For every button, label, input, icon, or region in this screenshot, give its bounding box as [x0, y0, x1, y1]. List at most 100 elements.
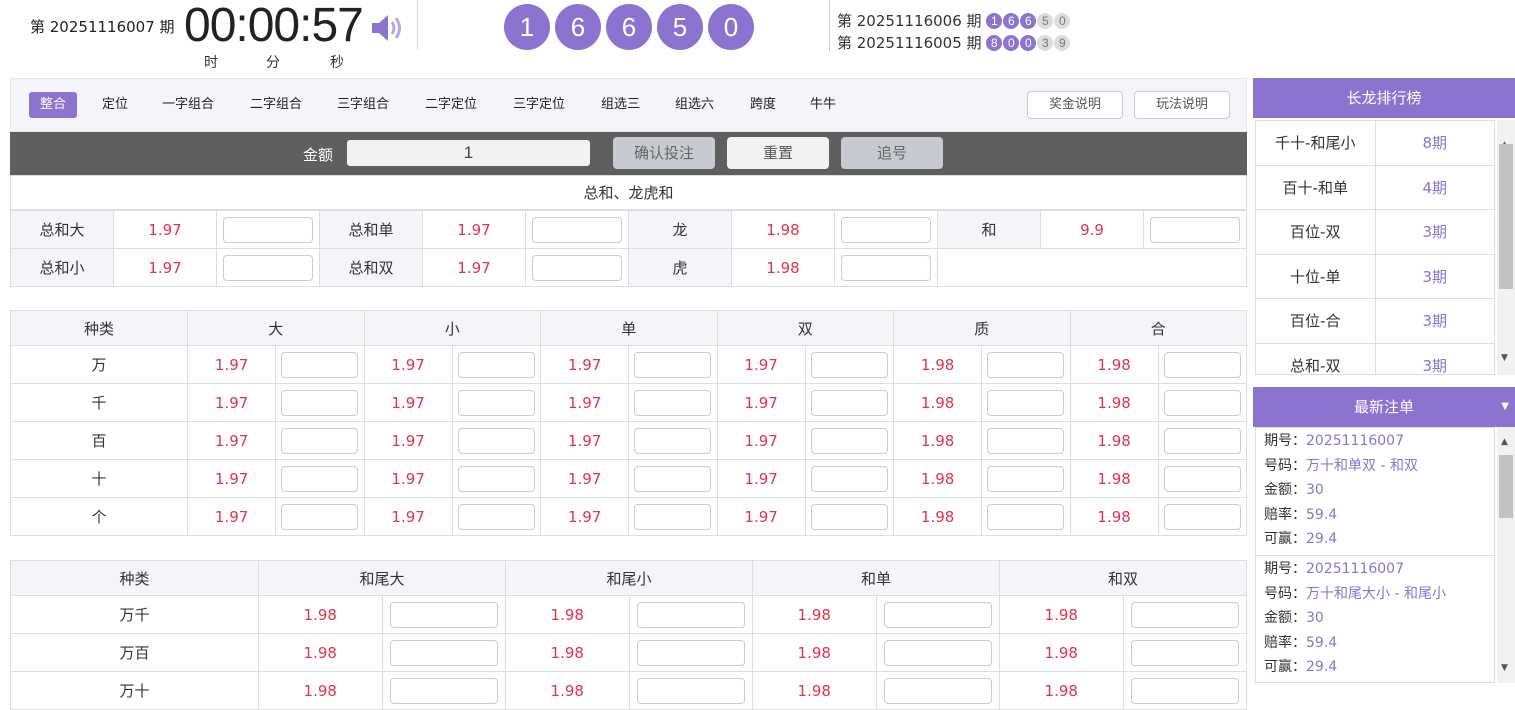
bet-input[interactable] [457, 389, 535, 416]
bet-input[interactable] [810, 389, 888, 416]
bet-input[interactable] [281, 427, 359, 454]
order-field-value: 29.4 [1306, 659, 1338, 676]
unit-second: 秒 [330, 55, 344, 71]
dragon-scrollbar[interactable]: ▲ ▼ [1497, 120, 1515, 375]
bet-input[interactable] [634, 465, 712, 492]
unit-minute: 分 [266, 55, 280, 71]
tab-8[interactable]: 组选六 [675, 97, 715, 112]
bet-input[interactable] [634, 389, 712, 416]
tab-10[interactable]: 牛牛 [810, 97, 837, 112]
bet-input[interactable] [281, 503, 359, 530]
bet-input[interactable] [457, 427, 535, 454]
scroll-down-icon[interactable]: ▼ [1501, 663, 1508, 673]
chase-button[interactable]: 追号 [841, 137, 943, 169]
bet-input[interactable] [389, 639, 498, 666]
bet-input[interactable] [1163, 351, 1241, 378]
prize-info-button[interactable]: 奖金说明 [1027, 91, 1123, 119]
bet-input[interactable] [634, 427, 712, 454]
bet-input[interactable] [987, 427, 1065, 454]
speaker-icon[interactable] [370, 12, 406, 48]
bet-input[interactable] [223, 254, 313, 281]
bet-input[interactable] [810, 503, 888, 530]
bet-input[interactable] [1130, 677, 1239, 704]
bet-input[interactable] [636, 677, 745, 704]
order-field-label: 期号： [1264, 561, 1306, 577]
bet-input[interactable] [987, 465, 1065, 492]
table-row: 个 1.97 1.97 1.97 1.97 1.98 1.98 [10, 497, 1248, 536]
bet-input[interactable] [810, 465, 888, 492]
tab-9[interactable]: 跨度 [750, 97, 777, 112]
bet-input[interactable] [1163, 503, 1241, 530]
row-label: 万十 [10, 671, 259, 710]
order-field-label: 期号： [1264, 433, 1306, 449]
tab-2[interactable]: 一字组合 [162, 97, 215, 112]
odds: 1.98 [892, 383, 983, 422]
bet-input[interactable] [841, 254, 931, 281]
bet-input[interactable] [1150, 216, 1240, 243]
bet-input[interactable] [457, 351, 535, 378]
bet-input[interactable] [810, 351, 888, 378]
odds: 1.98 [752, 633, 877, 672]
tab-1[interactable]: 定位 [102, 97, 129, 112]
bet-input[interactable] [223, 216, 313, 243]
bet-input[interactable] [987, 351, 1065, 378]
bet-input[interactable] [987, 503, 1065, 530]
bet-input[interactable] [457, 503, 535, 530]
amount-input[interactable] [347, 140, 590, 166]
bet-input[interactable] [634, 503, 712, 530]
column-header: 大 [187, 310, 365, 346]
order-field-label: 号码： [1264, 585, 1306, 602]
bet-input[interactable] [1163, 427, 1241, 454]
tab-3[interactable]: 二字组合 [250, 97, 303, 112]
bet-input[interactable] [389, 601, 498, 628]
row-label: 百 [10, 421, 188, 460]
tab-6[interactable]: 三字定位 [513, 97, 566, 112]
history-ball: 6 [1003, 13, 1020, 29]
bet-input[interactable] [810, 427, 888, 454]
bet-input[interactable] [281, 465, 359, 492]
bet-input[interactable] [841, 216, 931, 243]
bet-input[interactable] [457, 465, 535, 492]
bet-input[interactable] [281, 351, 359, 378]
divider [417, 0, 418, 50]
bet-input[interactable] [883, 677, 992, 704]
bet-input[interactable] [1163, 389, 1241, 416]
tab-7[interactable]: 组选三 [601, 97, 641, 112]
bet-input[interactable] [532, 254, 622, 281]
tab-5[interactable]: 二字定位 [425, 97, 478, 112]
bet-input[interactable] [281, 389, 359, 416]
bet-input[interactable] [636, 639, 745, 666]
order-field: 金额：30 [1264, 606, 1486, 631]
bet-input[interactable] [636, 601, 745, 628]
odds: 1.98 [1069, 345, 1159, 384]
bet-input[interactable] [389, 677, 498, 704]
caret-down-icon[interactable]: ▼ [1501, 401, 1509, 412]
odds: 1.97 [716, 345, 806, 384]
odds: 1.97 [186, 497, 277, 536]
bet-cell [628, 421, 718, 460]
history-ball: 0 [1003, 35, 1020, 51]
tab-4[interactable]: 三字组合 [337, 97, 390, 112]
bet-label: 和 [937, 210, 1041, 249]
tab-0[interactable]: 整合 [29, 92, 78, 118]
bet-input[interactable] [634, 351, 712, 378]
reset-button[interactable]: 重置 [727, 137, 829, 169]
bet-input[interactable] [1130, 639, 1239, 666]
odds: 1.97 [186, 421, 277, 460]
history-ball: 5 [1037, 13, 1054, 29]
bet-input[interactable] [883, 639, 992, 666]
bet-input[interactable] [532, 216, 622, 243]
bet-input[interactable] [987, 389, 1065, 416]
rules-button[interactable]: 玩法说明 [1134, 91, 1230, 119]
orders-scrollbar[interactable]: ▲ ▼ [1497, 427, 1515, 683]
bet-input[interactable] [1163, 465, 1241, 492]
order-field: 金额：30 [1264, 478, 1486, 503]
scroll-down-icon[interactable]: ▼ [1501, 353, 1508, 363]
bet-input[interactable] [883, 601, 992, 628]
confirm-bet-button[interactable]: 确认投注 [613, 137, 715, 169]
bet-input[interactable] [1130, 601, 1239, 628]
history-ball: 8 [986, 35, 1003, 51]
scroll-up-icon[interactable]: ▲ [1501, 437, 1508, 447]
